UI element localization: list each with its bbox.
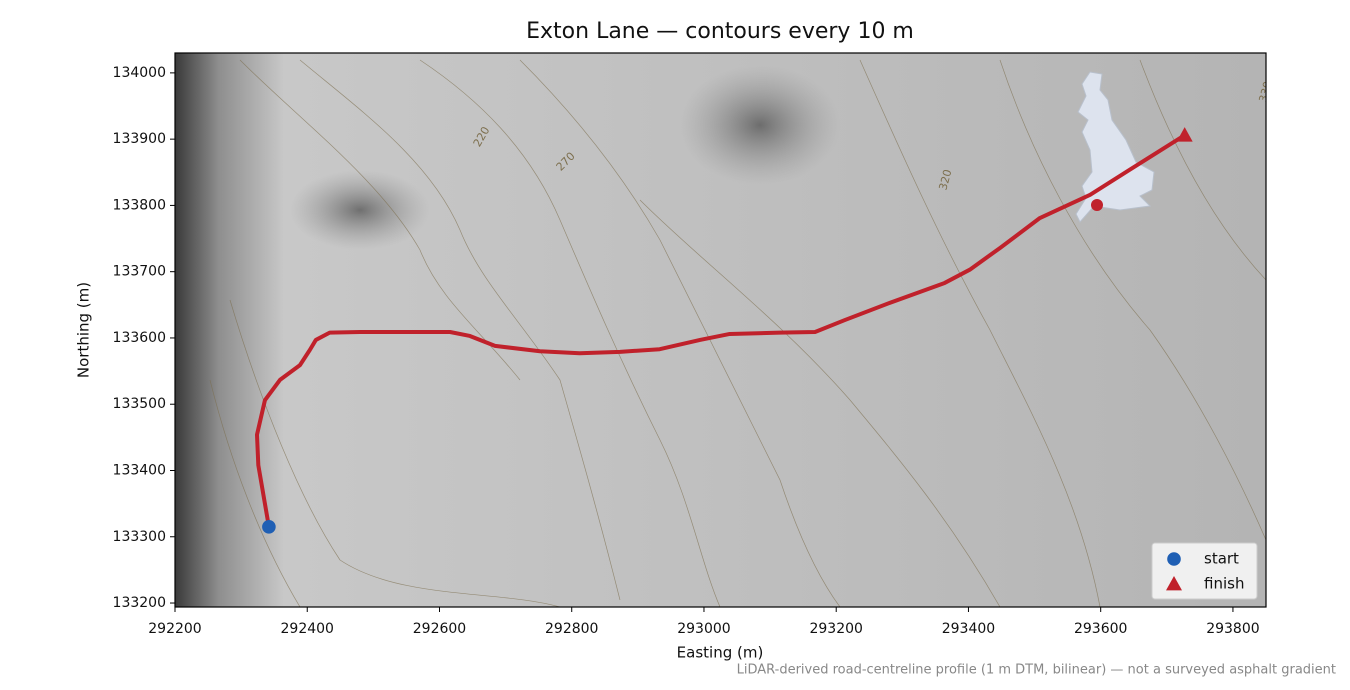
contour-label: 320	[937, 168, 955, 192]
legend-label: finish	[1204, 575, 1244, 593]
y-axis-label: Northing (m)	[75, 282, 93, 378]
uk-inset	[1075, 71, 1155, 223]
x-tick-label: 292200	[148, 621, 201, 637]
footnote: LiDAR-derived road-centreline profile (1…	[737, 663, 1336, 678]
y-tick-label: 134000	[113, 65, 166, 81]
start-marker	[262, 520, 276, 534]
finish-marker	[1176, 127, 1193, 142]
x-tick-label: 293200	[809, 621, 862, 637]
y-tick-label: 133200	[113, 595, 166, 611]
x-tick-label: 292800	[545, 621, 598, 637]
y-tick-label: 133300	[113, 529, 166, 545]
finish-marker	[1166, 576, 1182, 591]
y-tick-label: 133400	[113, 462, 166, 478]
x-tick-label: 292400	[281, 621, 334, 637]
route-line	[254, 133, 1186, 528]
x-tick-label: 292600	[413, 621, 466, 637]
contour-label: 330	[1257, 80, 1275, 104]
legend: start finish	[1151, 542, 1258, 600]
y-tick-label: 133500	[113, 396, 166, 412]
y-tick-label: 133800	[113, 197, 166, 213]
x-tick-label: 293400	[942, 621, 995, 637]
x-tick-label: 293800	[1206, 621, 1259, 637]
y-tick-label: 133700	[113, 264, 166, 280]
x-tick-label: 293600	[1074, 621, 1127, 637]
start-marker	[1167, 552, 1181, 566]
y-tick-label: 133900	[113, 131, 166, 147]
map-background: 220 270 320 330	[175, 53, 1275, 607]
y-tick-label: 133600	[113, 330, 166, 346]
chart-title: Exton Lane — contours every 10 m	[526, 19, 914, 44]
legend-label: start	[1204, 550, 1239, 568]
x-axis-label: Easting (m)	[677, 644, 764, 662]
x-tick-label: 293000	[677, 621, 730, 637]
plot-frame	[174, 52, 1267, 608]
plot-area	[254, 127, 1193, 534]
